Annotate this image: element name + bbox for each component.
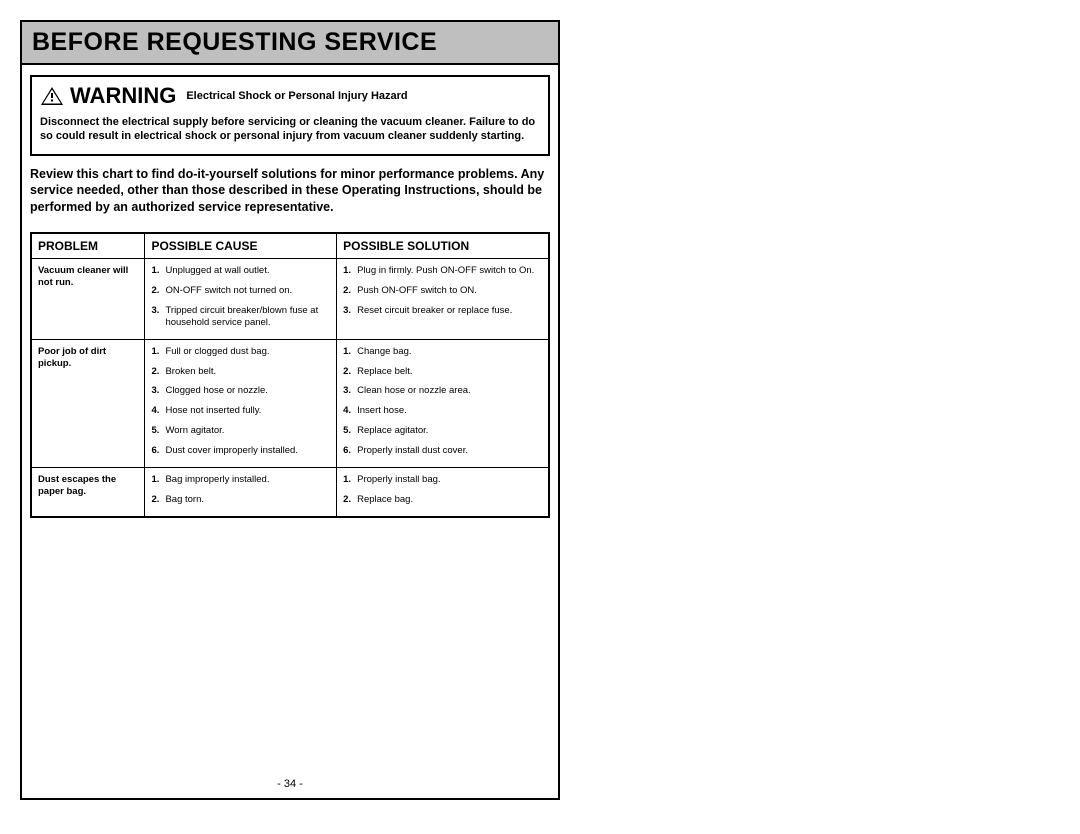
review-instructions: Review this chart to find do-it-yourself… bbox=[30, 166, 550, 217]
solution-item: Replace bag. bbox=[357, 494, 542, 506]
solution-item: Clean hose or nozzle area. bbox=[357, 385, 542, 397]
table-row: Vacuum cleaner will not run. 1.Unplugged… bbox=[31, 259, 549, 340]
list-number: 3. bbox=[151, 305, 165, 329]
list-number: 6. bbox=[151, 445, 165, 457]
list-number: 5. bbox=[343, 425, 357, 437]
list-number: 2. bbox=[343, 494, 357, 506]
solution-list: 1.Properly install bag. 2.Replace bag. bbox=[343, 474, 542, 506]
table-header-row: PROBLEM POSSIBLE CAUSE POSSIBLE SOLUTION bbox=[31, 233, 549, 259]
warning-body-text: Disconnect the electrical supply before … bbox=[40, 115, 540, 144]
solution-item: Properly install bag. bbox=[357, 474, 542, 486]
solution-item: Plug in firmly. Push ON-OFF switch to On… bbox=[357, 265, 542, 277]
solution-item: Reset circuit breaker or replace fuse. bbox=[357, 305, 542, 317]
list-number: 1. bbox=[343, 265, 357, 277]
list-number: 2. bbox=[151, 366, 165, 378]
list-number: 3. bbox=[343, 305, 357, 317]
solution-item: Change bag. bbox=[357, 346, 542, 358]
cause-item: Worn agitator. bbox=[165, 425, 330, 437]
solution-item: Push ON-OFF switch to ON. bbox=[357, 285, 542, 297]
cause-item: Dust cover improperly installed. bbox=[165, 445, 330, 457]
page-frame: BEFORE REQUESTING SERVICE WARNING Electr… bbox=[20, 20, 560, 800]
list-number: 1. bbox=[151, 474, 165, 486]
solution-item: Replace agitator. bbox=[357, 425, 542, 437]
problem-label: Vacuum cleaner will not run. bbox=[38, 265, 138, 289]
solution-item: Properly install dust cover. bbox=[357, 445, 542, 457]
list-number: 6. bbox=[343, 445, 357, 457]
cause-list: 1.Bag improperly installed. 2.Bag torn. bbox=[151, 474, 330, 506]
cause-item: Broken belt. bbox=[165, 366, 330, 378]
list-number: 1. bbox=[151, 265, 165, 277]
cause-item: Unplugged at wall outlet. bbox=[165, 265, 330, 277]
cause-item: Full or clogged dust bag. bbox=[165, 346, 330, 358]
list-number: 4. bbox=[151, 405, 165, 417]
solution-item: Insert hose. bbox=[357, 405, 542, 417]
list-number: 1. bbox=[343, 474, 357, 486]
cause-item: Bag torn. bbox=[165, 494, 330, 506]
list-number: 1. bbox=[151, 346, 165, 358]
cause-item: Clogged hose or nozzle. bbox=[165, 385, 330, 397]
cause-item: Hose not inserted fully. bbox=[165, 405, 330, 417]
list-number: 2. bbox=[343, 285, 357, 297]
cause-list: 1.Unplugged at wall outlet. 2.ON-OFF swi… bbox=[151, 265, 330, 329]
list-number: 5. bbox=[151, 425, 165, 437]
header-solution: POSSIBLE SOLUTION bbox=[337, 233, 549, 259]
problem-label: Dust escapes the paper bag. bbox=[38, 474, 138, 498]
list-number: 4. bbox=[343, 405, 357, 417]
cause-item: Bag improperly installed. bbox=[165, 474, 330, 486]
list-number: 3. bbox=[151, 385, 165, 397]
content-area: WARNING Electrical Shock or Personal Inj… bbox=[22, 65, 558, 518]
page-number: - 34 - bbox=[22, 778, 558, 790]
warning-box: WARNING Electrical Shock or Personal Inj… bbox=[30, 75, 550, 156]
solution-list: 1.Plug in firmly. Push ON-OFF switch to … bbox=[343, 265, 542, 317]
list-number: 2. bbox=[151, 494, 165, 506]
warning-subtitle: Electrical Shock or Personal Injury Haza… bbox=[186, 90, 407, 102]
cause-item: ON-OFF switch not turned on. bbox=[165, 285, 330, 297]
warning-word: WARNING bbox=[70, 83, 176, 109]
problem-label: Poor job of dirt pickup. bbox=[38, 346, 138, 370]
header-problem: PROBLEM bbox=[31, 233, 145, 259]
warning-triangle-icon bbox=[40, 86, 64, 106]
cause-item: Tripped circuit breaker/blown fuse at ho… bbox=[165, 305, 330, 329]
list-number: 2. bbox=[151, 285, 165, 297]
warning-header: WARNING Electrical Shock or Personal Inj… bbox=[40, 83, 540, 109]
page-title: BEFORE REQUESTING SERVICE bbox=[32, 28, 437, 56]
solution-item: Replace belt. bbox=[357, 366, 542, 378]
solution-list: 1.Change bag. 2.Replace belt. 3.Clean ho… bbox=[343, 346, 542, 457]
troubleshoot-table: PROBLEM POSSIBLE CAUSE POSSIBLE SOLUTION… bbox=[30, 232, 550, 518]
table-row: Poor job of dirt pickup. 1.Full or clogg… bbox=[31, 339, 549, 467]
list-number: 1. bbox=[343, 346, 357, 358]
header-cause: POSSIBLE CAUSE bbox=[145, 233, 337, 259]
list-number: 3. bbox=[343, 385, 357, 397]
table-row: Dust escapes the paper bag. 1.Bag improp… bbox=[31, 467, 549, 516]
list-number: 2. bbox=[343, 366, 357, 378]
cause-list: 1.Full or clogged dust bag. 2.Broken bel… bbox=[151, 346, 330, 457]
title-bar: BEFORE REQUESTING SERVICE bbox=[22, 22, 558, 65]
